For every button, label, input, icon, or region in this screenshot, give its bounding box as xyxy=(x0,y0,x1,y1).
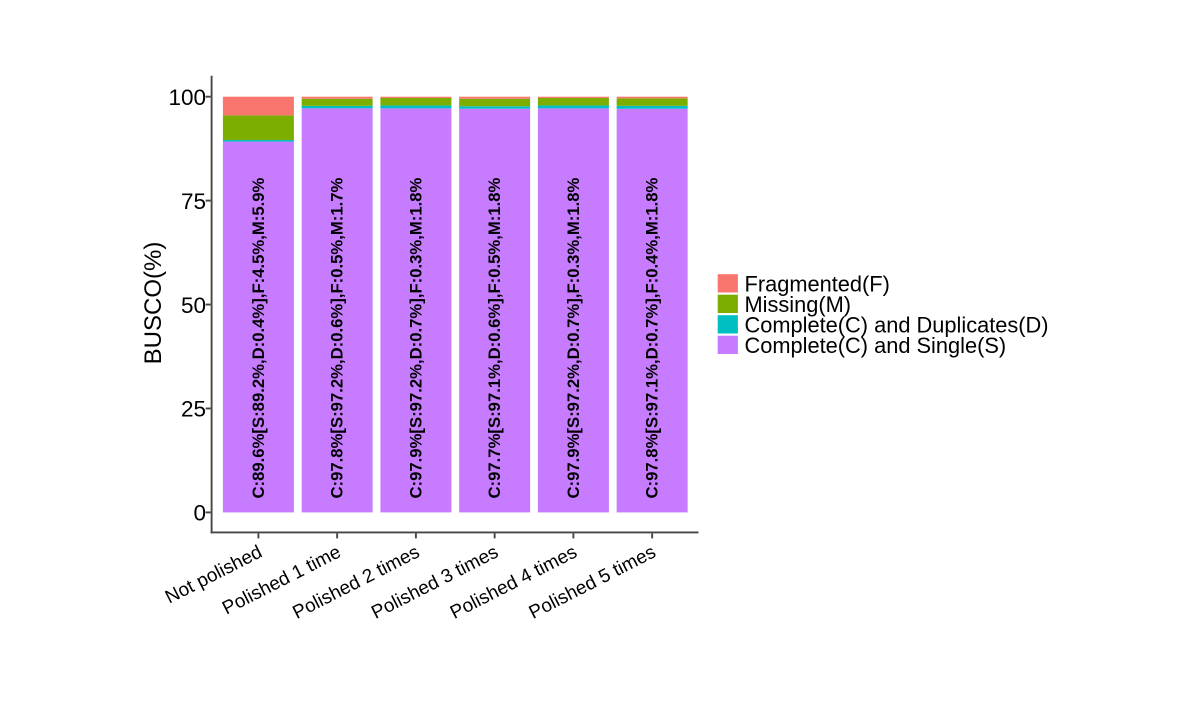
svg-text:C:97.9%[S:97.2%,D:0.7%],F:0.3%: C:97.9%[S:97.2%,D:0.7%],F:0.3%,M:1.8% xyxy=(406,177,425,498)
svg-text:C:97.7%[S:97.1%,D:0.6%],F:0.5%: C:97.7%[S:97.1%,D:0.6%],F:0.5%,M:1.8% xyxy=(485,177,504,498)
svg-text:0: 0 xyxy=(193,501,206,526)
svg-text:C:97.8%[S:97.1%,D:0.7%],F:0.4%: C:97.8%[S:97.1%,D:0.7%],F:0.4%,M:1.8% xyxy=(643,177,662,498)
svg-text:BUSCO(%): BUSCO(%) xyxy=(140,242,167,365)
svg-text:Fragmented(F): Fragmented(F) xyxy=(745,271,890,296)
svg-text:Complete(C) and Duplicates(D): Complete(C) and Duplicates(D) xyxy=(745,312,1049,337)
svg-text:C:89.6%[S:89.2%,D:0.4%],F:4.5%: C:89.6%[S:89.2%,D:0.4%],F:4.5%,M:5.9% xyxy=(249,177,268,498)
svg-text:Missing(M): Missing(M) xyxy=(745,292,852,317)
svg-text:100: 100 xyxy=(168,85,206,110)
svg-text:75: 75 xyxy=(181,189,206,214)
svg-text:C:97.9%[S:97.2%,D:0.7%],F:0.3%: C:97.9%[S:97.2%,D:0.7%],F:0.3%,M:1.8% xyxy=(564,177,583,498)
svg-text:Complete(C) and Single(S): Complete(C) and Single(S) xyxy=(745,333,1007,358)
svg-text:50: 50 xyxy=(181,293,206,318)
svg-text:25: 25 xyxy=(181,397,206,422)
svg-text:C:97.8%[S:97.2%,D:0.6%],F:0.5%: C:97.8%[S:97.2%,D:0.6%],F:0.5%,M:1.7% xyxy=(328,177,347,498)
